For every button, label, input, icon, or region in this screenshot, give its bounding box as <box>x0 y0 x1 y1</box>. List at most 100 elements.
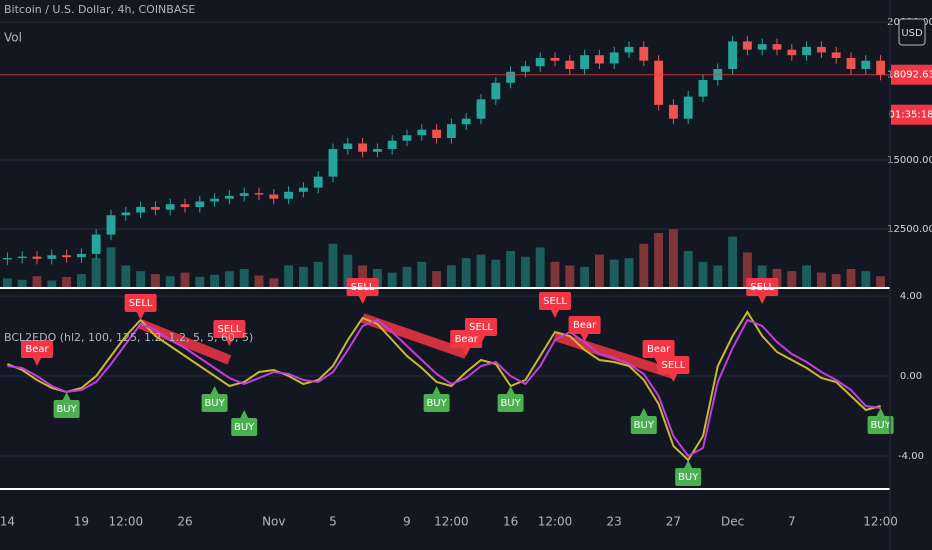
x-tick-label: Nov <box>262 515 285 529</box>
signal-label: Bear <box>455 334 479 345</box>
volume-bar <box>757 265 767 287</box>
candle-body <box>609 52 619 64</box>
volume-bar <box>165 276 175 287</box>
signal-pointer <box>876 408 885 416</box>
signal-pointer <box>669 374 678 382</box>
volume-bar <box>136 271 146 287</box>
signal-box <box>867 416 894 434</box>
last-price-box <box>891 64 932 85</box>
candle-body <box>461 118 471 125</box>
volume-bar <box>210 274 220 287</box>
signal-pointer <box>684 460 693 468</box>
indicator-title: BCL2EDO (hl2, 100, 125, 1.2, 1.2, 5, 5, … <box>4 331 253 344</box>
signal-label: BUY <box>634 420 655 431</box>
currency-button[interactable] <box>898 18 926 46</box>
candle-body <box>698 80 708 97</box>
signal-pointer <box>477 336 485 344</box>
candle-body <box>757 44 767 50</box>
signal-label: SELL <box>469 322 493 333</box>
volume-bar <box>62 276 72 287</box>
y-tick-label: 12500.00 <box>887 224 932 235</box>
volume-bar <box>742 252 752 287</box>
volume-bar <box>772 269 782 287</box>
signal-label: Bear <box>573 320 597 331</box>
candle-body <box>136 206 146 213</box>
volume-bar <box>402 266 412 287</box>
candle-body <box>772 44 782 50</box>
currency-label[interactable]: USD <box>901 28 923 39</box>
volume-bar <box>32 276 42 287</box>
candle-body <box>580 55 590 69</box>
x-tick-label: 19 <box>74 515 89 529</box>
y-tick-label: 0.00 <box>900 371 922 382</box>
candle-body <box>654 60 664 105</box>
signal-label: BUY <box>56 404 77 415</box>
signal-label: Bear <box>647 344 671 355</box>
candle-body <box>417 129 427 136</box>
candle-body <box>446 124 456 138</box>
x-tick-label: 12:00 <box>863 515 898 529</box>
x-tick-label: Dec <box>721 515 744 529</box>
signal-box <box>657 356 690 374</box>
candle-body <box>668 104 678 119</box>
volume-bar <box>269 278 279 287</box>
x-tick-label: 7 <box>788 515 796 529</box>
volume-bar <box>432 271 442 287</box>
volume-bar <box>343 254 353 287</box>
signal-pointer <box>506 386 515 394</box>
candle-body <box>180 204 190 207</box>
volume-bar <box>2 278 12 287</box>
volume-bar <box>180 272 190 287</box>
candle-body <box>520 66 530 72</box>
volume-bar <box>491 259 501 287</box>
volume-bar <box>609 259 619 287</box>
volume-bar <box>17 279 27 287</box>
trend-line <box>360 313 468 359</box>
volume-bar <box>668 229 678 287</box>
volume-bar <box>506 251 516 287</box>
signal-pointer <box>358 296 367 304</box>
indicator-line <box>7 310 881 462</box>
volume-bar <box>387 272 397 287</box>
volume-bar <box>520 256 530 287</box>
signal-pointer <box>758 296 767 304</box>
volume-bar <box>150 274 160 287</box>
countdown-label: 01:35:18 <box>889 110 932 121</box>
signal-pointer <box>462 348 471 356</box>
candle-body <box>76 253 86 258</box>
signal-label: SELL <box>217 324 241 335</box>
signal-pointer <box>225 338 234 346</box>
volume-bar <box>195 276 205 287</box>
candle-body <box>387 140 397 150</box>
y-tick-label: 15000.00 <box>887 155 932 166</box>
volume-bar <box>284 265 294 287</box>
candle-body <box>372 149 382 152</box>
signal-pointer <box>210 386 219 394</box>
signal-label: BUY <box>234 422 255 433</box>
signal-label: BUY <box>870 420 891 431</box>
x-tick-label: 16 <box>503 515 518 529</box>
volume-bar <box>121 265 131 287</box>
volume-bar <box>535 247 545 287</box>
volume-bar <box>876 276 886 287</box>
signal-box <box>568 316 601 334</box>
candle-body <box>17 256 27 259</box>
signal-box <box>231 418 258 436</box>
signal-pointer <box>639 408 648 416</box>
candle-body <box>565 60 575 69</box>
signal-pointer <box>432 386 441 394</box>
candle-body <box>47 255 57 259</box>
candle-body <box>224 195 234 199</box>
y-tick-label: 4.00 <box>900 291 922 302</box>
signal-pointer <box>33 358 41 366</box>
candle-body <box>328 149 338 177</box>
volume-bar <box>106 247 116 287</box>
candle-body <box>32 256 42 259</box>
candle-body <box>358 143 368 152</box>
candle-body <box>239 193 249 196</box>
volume-label: Vol <box>4 31 22 45</box>
candle-body <box>165 204 175 210</box>
volume-bar <box>580 266 590 287</box>
x-tick-label: 27 <box>666 515 681 529</box>
